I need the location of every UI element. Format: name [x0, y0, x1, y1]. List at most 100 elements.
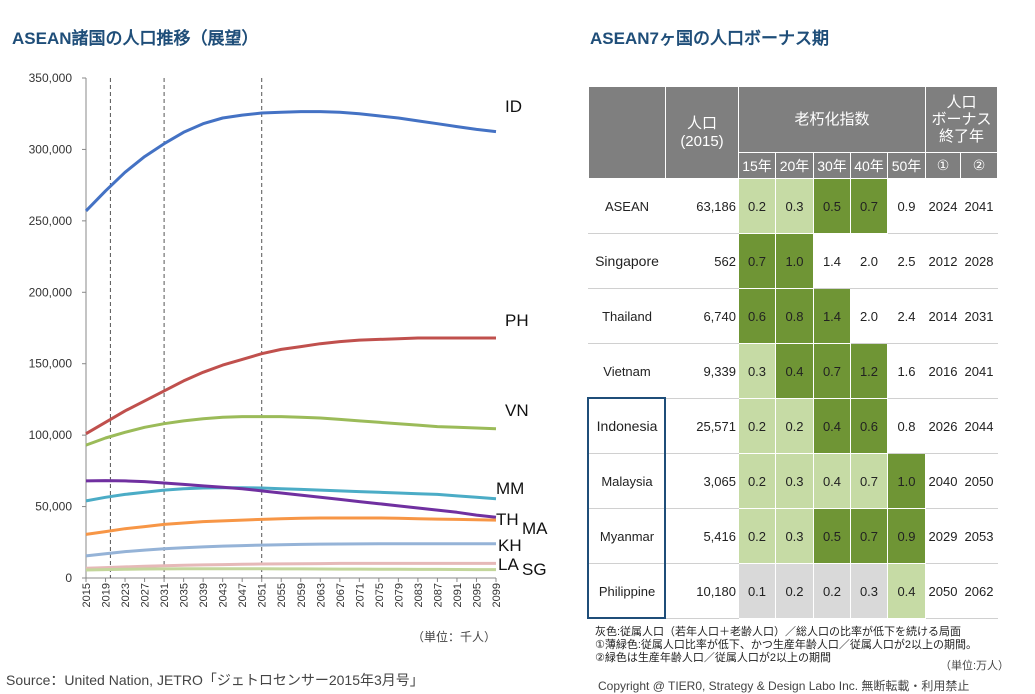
note-line: 灰色:従属人口（若年人口＋老齢人口）／総人口の比率が低下を続ける局面	[595, 626, 962, 638]
year-header-40: 40年	[850, 152, 888, 179]
population-line-chart: 0 50,000 100,000 150,000 200,000 250,000 300,0…	[29, 71, 549, 607]
aging-index-cell: 2.0	[850, 233, 888, 289]
aging-index-cell: 0.2	[738, 398, 776, 454]
x-tick-label: 2091	[452, 583, 464, 607]
series-line-vn	[85, 415, 497, 447]
aging-index-cell: 0.3	[738, 343, 776, 399]
population-cell: 3,065	[665, 453, 739, 509]
x-tick-label: 2075	[374, 583, 386, 607]
left-chart-title: ASEAN諸国の人口推移（展望）	[12, 29, 259, 48]
x-tick-label: 2087	[432, 583, 444, 607]
population-cell: 9,339	[665, 343, 739, 399]
x-tick-label: 2043	[218, 583, 230, 607]
series-line-ma	[85, 516, 497, 536]
bonus-end-year-cell: 2040	[925, 453, 961, 509]
aging-index-cell: 0.5	[813, 178, 851, 234]
series-line-kh	[85, 542, 496, 558]
bonus-col-1-header: ①	[925, 152, 961, 179]
country-cell: Myanmar	[588, 508, 666, 564]
population-header-sub: (2015)	[680, 132, 724, 150]
year-header-20: 20年	[775, 152, 814, 179]
y-tick-label: 300,000	[29, 142, 73, 156]
series-line-la	[85, 561, 496, 570]
aging-index-cell: 0.9	[887, 178, 926, 234]
aging-index-cell: 0.8	[775, 288, 814, 344]
bonus-end-header: 人口 ボーナス 終了年	[925, 86, 998, 153]
country-cell: Vietnam	[588, 343, 666, 399]
aging-index-cell: 1.0	[887, 453, 926, 509]
aging-index-cell: 1.2	[850, 343, 888, 399]
bonus-end-header-l3: 終了年	[938, 128, 984, 146]
aging-index-cell: 0.2	[775, 563, 814, 619]
series-label-kh: KH	[498, 536, 522, 555]
x-tick-label: 2071	[354, 583, 366, 607]
aging-index-cell: 0.5	[813, 508, 851, 564]
x-tick-label: 2067	[335, 583, 347, 607]
aging-index-cell: 0.6	[850, 398, 888, 454]
aging-index-cell: 0.1	[738, 563, 776, 619]
population-header-label: 人口	[686, 115, 717, 133]
bonus-end-year-cell: 2024	[925, 178, 961, 234]
table-row: ASEAN 63,186 0.2 0.3 0.5 0.7 0.9 2024 2041	[588, 178, 998, 234]
x-tick-label: 2079	[393, 583, 405, 607]
aging-index-cell: 0.4	[813, 398, 851, 454]
y-tick-label: 200,000	[29, 285, 73, 299]
y-tick-label: 150,000	[29, 357, 73, 371]
x-tick-label: 2027	[140, 583, 152, 607]
source-text: Source：United Nation, JETRO「ジェトロセンサー2015…	[6, 672, 424, 688]
x-tick-label: 2063	[315, 583, 327, 607]
bonus-col-2-header: ②	[960, 152, 998, 179]
bonus-end-year-cell: 2050	[960, 453, 998, 509]
bonus-end-year-cell: 2012	[925, 233, 961, 289]
table-row: Indonesia 25,571 0.2 0.2 0.4 0.6 0.8 2026 2044	[588, 398, 998, 454]
table-row: Vietnam 9,339 0.3 0.4 0.7 1.2 1.6 2016 2041	[588, 343, 998, 399]
x-tick-label: 2047	[237, 583, 249, 607]
bonus-end-year-cell: 2053	[960, 508, 998, 564]
population-cell: 562	[665, 233, 739, 289]
table-row: Thailand 6,740 0.6 0.8 1.4 2.0 2.4 2014 2031	[588, 288, 998, 344]
right-table-title: ASEAN7ヶ国の人口ボーナス期	[590, 29, 829, 48]
aging-index-cell: 0.7	[850, 178, 888, 234]
series-label-ph: PH	[505, 311, 529, 330]
chart-unit-label: （単位：千人）	[412, 630, 497, 644]
corner-cell	[588, 86, 666, 179]
table-row: Singapore 562 0.7 1.0 1.4 2.0 2.5 2012 2028	[588, 233, 998, 289]
aging-index-cell: 0.2	[738, 508, 776, 564]
aging-index-cell: 0.7	[813, 343, 851, 399]
note-line: ②緑色は生産年齢人口／従属人口が2以上の期間	[595, 652, 831, 664]
bonus-end-year-cell: 2062	[960, 563, 998, 619]
aging-index-cell: 0.4	[887, 563, 926, 619]
bonus-end-year-cell: 2029	[925, 508, 961, 564]
x-tick-label: 2083	[413, 583, 425, 607]
bonus-end-year-cell: 2031	[960, 288, 998, 344]
x-tick-label: 2031	[159, 583, 171, 607]
x-tick-label: 2039	[198, 583, 210, 607]
population-cell: 25,571	[665, 398, 739, 454]
series-line-sg	[85, 567, 496, 572]
aging-index-cell: 0.3	[775, 453, 814, 509]
aging-index-cell: 1.0	[775, 233, 814, 289]
x-tick-label: 2035	[179, 583, 191, 607]
y-tick-label: 100,000	[29, 428, 73, 442]
country-cell: Indonesia	[588, 398, 666, 454]
x-axis: 2015 2019 2023 2027 2031 2035 2039 2043 2047 2051…	[81, 577, 503, 607]
table-row: Philippine 10,180 0.1 0.2 0.2 0.3 0.4 2050 2062	[588, 563, 998, 619]
bonus-end-year-cell: 2016	[925, 343, 961, 399]
population-cell: 6,740	[665, 288, 739, 344]
x-tick-label: 2095	[471, 583, 483, 607]
aging-index-cell: 0.3	[850, 563, 888, 619]
population-cell: 63,186	[665, 178, 739, 234]
aging-index-cell: 0.3	[775, 508, 814, 564]
series-label-ma: MA	[522, 519, 548, 538]
bonus-end-year-cell: 2050	[925, 563, 961, 619]
series-label-id: ID	[505, 97, 522, 116]
x-tick-label: 2015	[81, 583, 93, 607]
x-tick-label: 2059	[296, 583, 308, 607]
aging-index-cell: 0.4	[813, 453, 851, 509]
y-axis: 0 50,000 100,000 150,000 200,000 250,000 300,0…	[29, 71, 87, 585]
x-tick-label: 2051	[257, 583, 269, 607]
aging-index-header: 老朽化指数	[738, 86, 926, 153]
series-line-th	[85, 479, 497, 519]
country-cell: Philippine	[588, 563, 666, 619]
note-line: ①薄緑色:従属人口比率が低下、かつ生産年齢人口／従属人口が2以上の期間。	[595, 639, 978, 651]
